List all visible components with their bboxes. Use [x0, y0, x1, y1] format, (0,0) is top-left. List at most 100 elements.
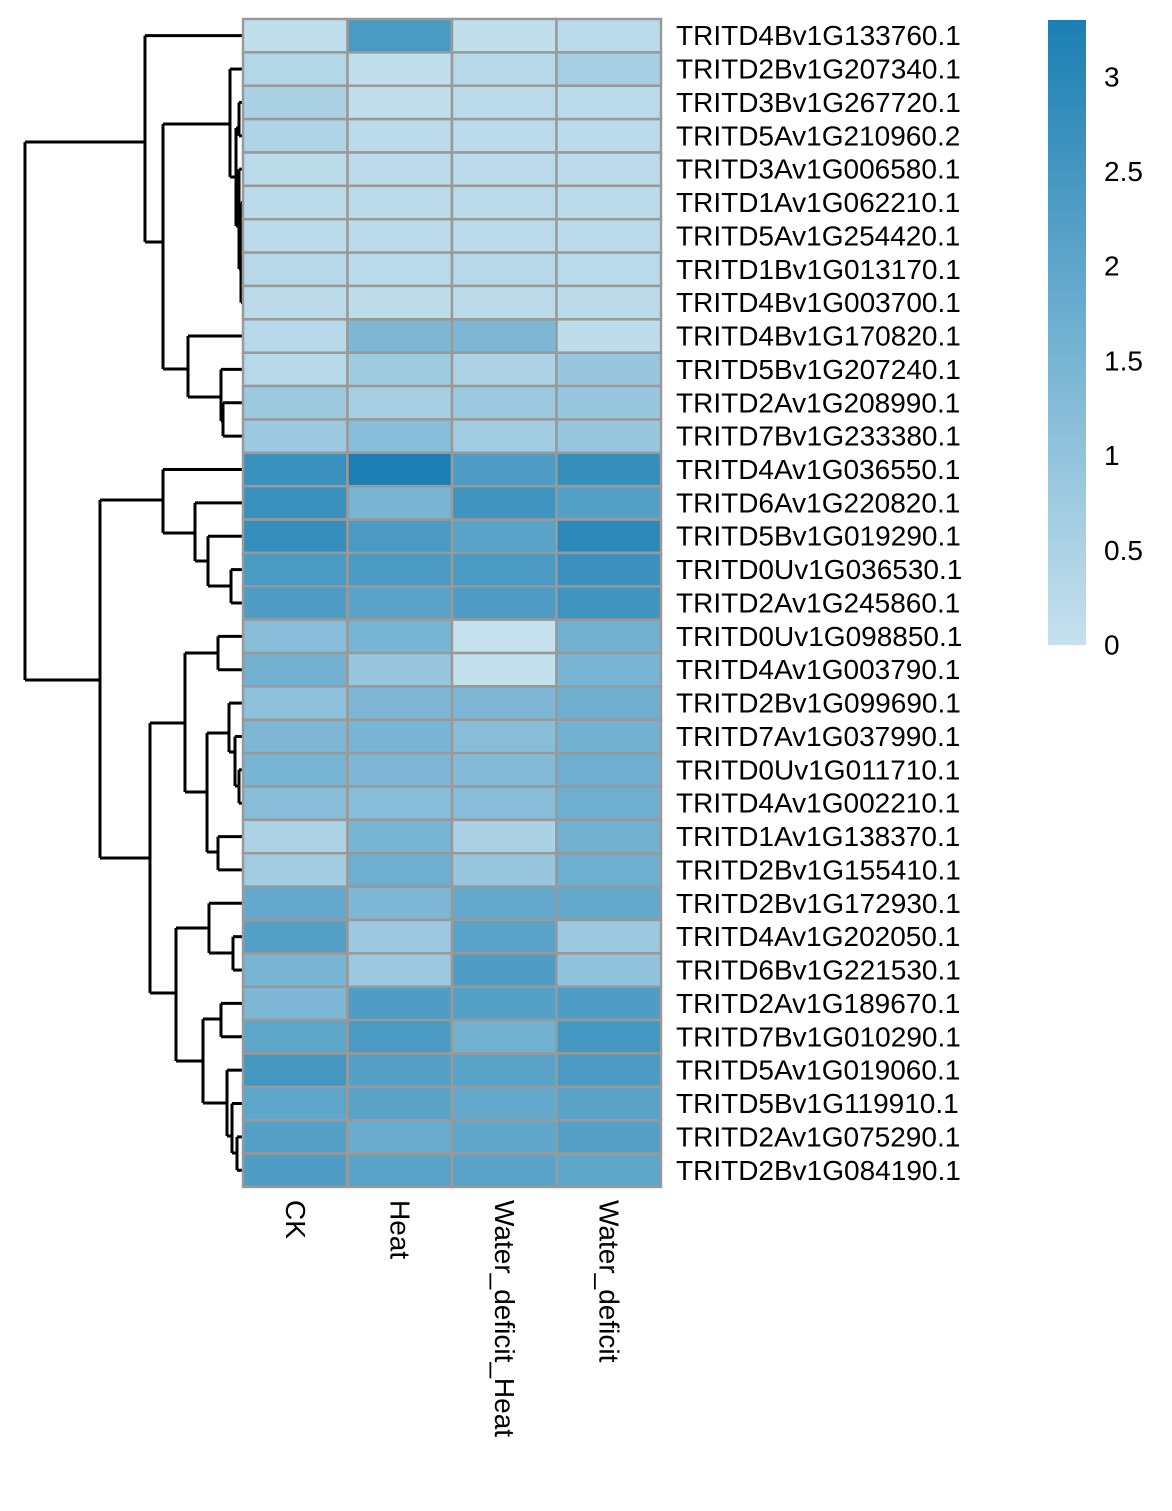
- legend-tick-label: 1: [1104, 440, 1120, 471]
- row-label: TRITD0Uv1G036530.1: [676, 554, 962, 585]
- heatmap-cell: [450, 685, 558, 722]
- heatmap-cell: [346, 1052, 454, 1089]
- heatmap-cell: [346, 818, 454, 855]
- heatmap-cell: [241, 1118, 349, 1155]
- row-label: TRITD3Bv1G267720.1: [676, 87, 961, 118]
- row-label: TRITD6Bv1G221530.1: [676, 955, 961, 986]
- heatmap-cell: [346, 84, 454, 121]
- heatmap-cell: [346, 418, 454, 455]
- row-label: TRITD2Bv1G155410.1: [676, 854, 961, 885]
- heatmap-cell: [241, 418, 349, 455]
- heatmap-cell: [346, 751, 454, 788]
- heatmap-cell: [450, 151, 558, 188]
- heatmap-cell: [346, 852, 454, 888]
- heatmap-cell: [555, 885, 663, 922]
- color-legend: 0 0.5 1 1.5 2 2.5 3: [1048, 20, 1143, 661]
- heatmap-cell: [241, 1052, 349, 1089]
- heatmap-cell: [241, 17, 349, 54]
- heatmap-cell: [555, 51, 663, 87]
- heatmap-cell: [555, 518, 663, 555]
- heatmap-cell: [241, 618, 349, 655]
- heatmap-cell: [346, 484, 454, 521]
- heatmap-cell: [555, 318, 663, 354]
- legend-tick-label: 2.5: [1104, 156, 1143, 187]
- row-label: TRITD4Av1G202050.1: [676, 921, 960, 952]
- heatmap-cell: [450, 51, 558, 87]
- heatmap-cell: [450, 585, 558, 621]
- heatmap-cell: [241, 451, 349, 488]
- heatmap-cell: [555, 785, 663, 822]
- row-label: TRITD7Bv1G010290.1: [676, 1021, 961, 1052]
- row-label: TRITD5Av1G254420.1: [676, 220, 960, 251]
- heatmap-cell: [346, 1085, 454, 1122]
- heatmap-cell: [450, 551, 558, 588]
- heatmap-cell: [555, 852, 663, 888]
- heatmap-cell: [450, 318, 558, 354]
- heatmap-cell: [346, 1018, 454, 1055]
- heatmap-cell: [555, 1085, 663, 1122]
- heatmap-cell: [241, 518, 349, 555]
- heatmap-cell: [346, 618, 454, 655]
- heatmap-cell: [450, 651, 558, 688]
- heatmap-cell: [450, 1052, 558, 1089]
- heatmap-cell: [450, 184, 558, 221]
- legend-tick-label: 2: [1104, 251, 1120, 282]
- row-label: TRITD4Bv1G170820.1: [676, 321, 961, 352]
- heatmap-cell: [555, 1118, 663, 1155]
- heatmap-cell: [450, 618, 558, 655]
- heatmap-cell: [346, 952, 454, 988]
- heatmap-cell: [241, 785, 349, 822]
- heatmap-cell: [555, 418, 663, 455]
- heatmap-cell: [555, 484, 663, 521]
- heatmap-cell: [241, 251, 349, 288]
- heatmap-cell: [450, 518, 558, 555]
- heatmap-cell: [346, 551, 454, 588]
- heatmap-cell: [346, 585, 454, 621]
- heatmap-cell: [450, 1018, 558, 1055]
- row-label: TRITD2Av1G189670.1: [676, 988, 960, 1019]
- heatmap-cell: [450, 284, 558, 321]
- heatmap-cell: [555, 651, 663, 688]
- heatmap-cell: [450, 852, 558, 888]
- heatmap-cell: [241, 651, 349, 688]
- heatmap-cell: [346, 985, 454, 1022]
- heatmap-cell: [555, 1152, 663, 1189]
- heatmap-cell: [450, 918, 558, 955]
- row-label: TRITD7Av1G037990.1: [676, 721, 960, 752]
- heatmap-cell: [346, 918, 454, 955]
- legend-tick-label: 0.5: [1104, 535, 1143, 566]
- row-label: TRITD4Bv1G003700.1: [676, 287, 961, 318]
- heatmap-cell: [450, 17, 558, 54]
- row-label: TRITD1Bv1G013170.1: [676, 254, 961, 285]
- row-label: TRITD1Av1G062210.1: [676, 187, 960, 218]
- heatmap-cell: [346, 518, 454, 555]
- heatmap-cell: [241, 585, 349, 621]
- heatmap-cell: [241, 117, 349, 154]
- heatmap-cell: [241, 685, 349, 722]
- heatmap-cell: [450, 718, 558, 755]
- heatmap-cell: [555, 818, 663, 855]
- row-label: TRITD4Bv1G133760.1: [676, 20, 961, 51]
- row-label: TRITD1Av1G138370.1: [676, 821, 960, 852]
- row-label: TRITD2Bv1G172930.1: [676, 888, 961, 919]
- heatmap-cell: [450, 818, 558, 855]
- heatmap-cell: [241, 151, 349, 188]
- heatmap-cell: [555, 585, 663, 621]
- heatmap-cell: [241, 1018, 349, 1055]
- heatmap-cells: [241, 17, 663, 1189]
- heatmap-cell: [450, 451, 558, 488]
- row-label: TRITD4Av1G036550.1: [676, 454, 960, 485]
- row-label: TRITD0Uv1G098850.1: [676, 621, 962, 652]
- heatmap-cell: [555, 985, 663, 1022]
- row-labels: TRITD4Bv1G133760.1TRITD2Bv1G207340.1TRIT…: [676, 20, 962, 1186]
- row-label: TRITD7Bv1G233380.1: [676, 421, 961, 452]
- heatmap-cell: [241, 84, 349, 121]
- heatmap-cell: [450, 384, 558, 421]
- heatmap-cell: [346, 318, 454, 354]
- heatmap-cell: [346, 685, 454, 722]
- heatmap-cell: [241, 751, 349, 788]
- heatmap-cell: [450, 952, 558, 988]
- heatmap-cell: [241, 818, 349, 855]
- row-label: TRITD2Av1G245860.1: [676, 587, 960, 618]
